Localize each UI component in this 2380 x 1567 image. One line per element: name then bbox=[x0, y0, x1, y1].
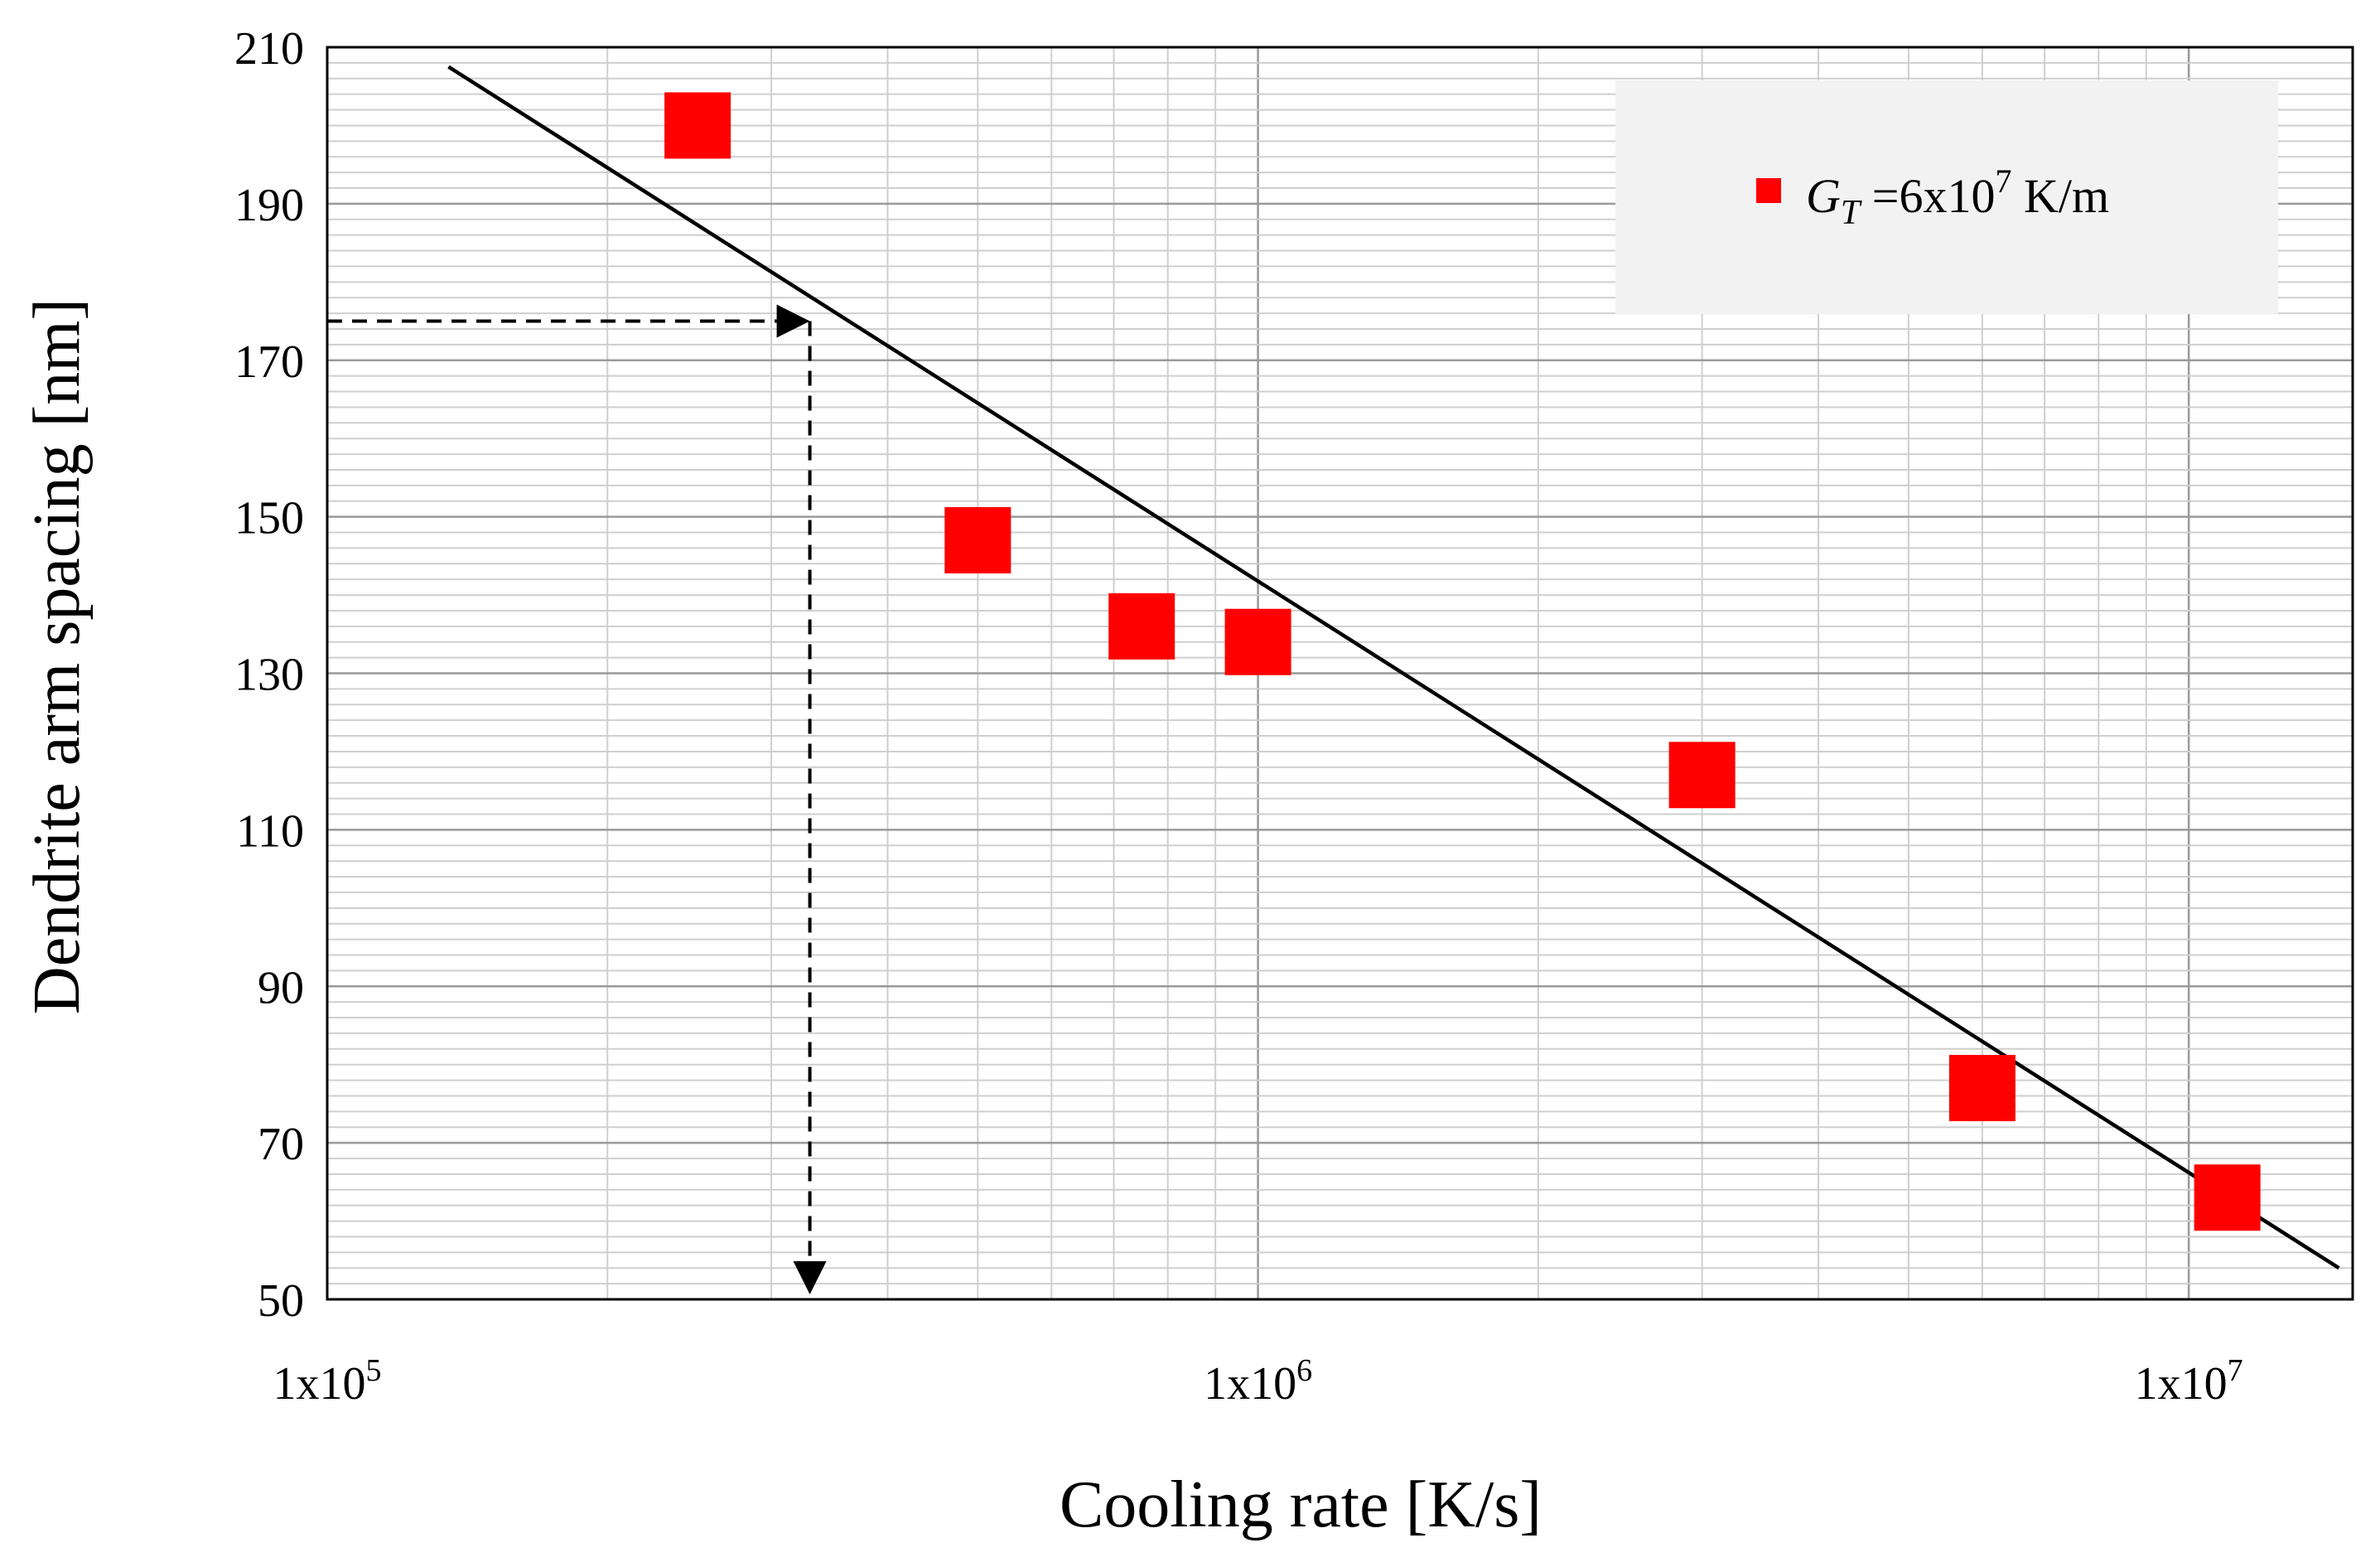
x-tick-label: 1x105 bbox=[273, 1353, 382, 1410]
legend-marker bbox=[1756, 178, 1781, 203]
y-tick-label: 210 bbox=[234, 23, 304, 75]
data-point bbox=[1948, 1055, 2016, 1122]
y-tick-label: 170 bbox=[234, 336, 304, 388]
data-point bbox=[1108, 592, 1176, 660]
data-point bbox=[664, 92, 731, 159]
y-axis-title: Dendrite arm spacing [nm] bbox=[21, 298, 94, 1014]
legend-background bbox=[1615, 80, 2278, 314]
y-tick-label: 190 bbox=[234, 180, 304, 231]
x-axis-title: Cooling rate [K/s] bbox=[1060, 1468, 1542, 1541]
data-point bbox=[944, 506, 1011, 573]
y-tick-label: 90 bbox=[258, 962, 304, 1013]
data-point bbox=[1668, 742, 1736, 809]
plot-area-border bbox=[326, 46, 2354, 1301]
axis-ticks: 50 70 90 110 130 150 170 190 210 1x105 1x106 1x107 bbox=[234, 23, 2243, 1410]
x-tick-label: 1x107 bbox=[2135, 1353, 2243, 1410]
data-point bbox=[2194, 1164, 2261, 1231]
y-tick-label: 110 bbox=[236, 805, 304, 857]
y-tick-label: 50 bbox=[258, 1275, 304, 1327]
y-tick-label: 150 bbox=[234, 493, 304, 544]
trendline bbox=[447, 65, 2340, 1270]
data-point bbox=[1224, 608, 1291, 675]
y-tick-label: 70 bbox=[258, 1119, 304, 1170]
x-tick-label: 1x106 bbox=[1204, 1353, 1312, 1410]
y-tick-label: 130 bbox=[234, 650, 304, 701]
data-points bbox=[664, 92, 2261, 1231]
legend-label: GT =6x107 K/m bbox=[1806, 162, 2109, 232]
legend: GT =6x107 K/m bbox=[1615, 80, 2278, 314]
